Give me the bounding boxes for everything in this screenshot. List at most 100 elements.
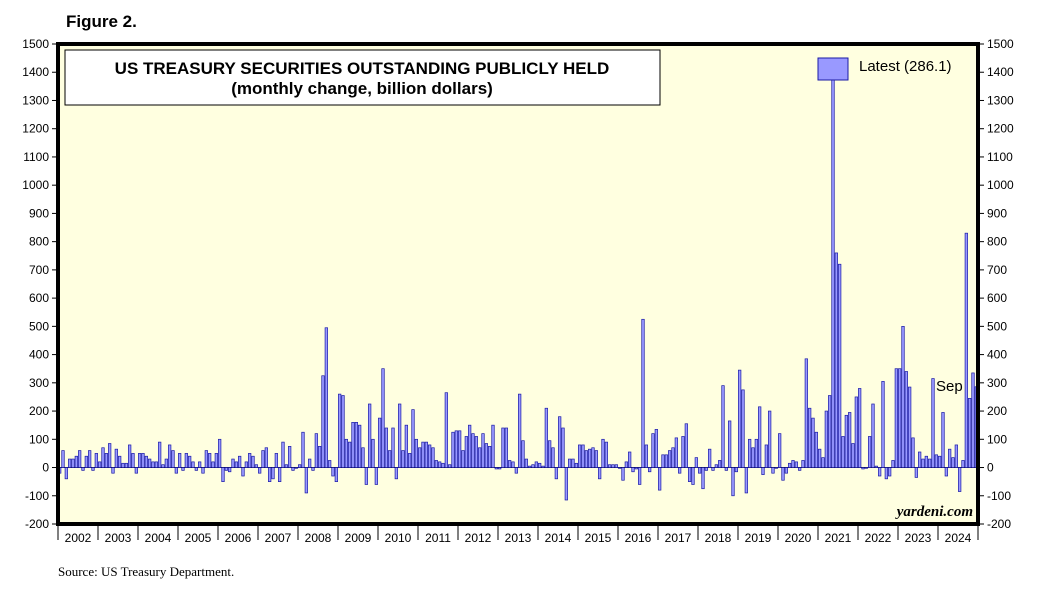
bar	[244, 461, 248, 468]
bar	[748, 438, 752, 468]
y-tick-label-right: -200	[987, 517, 1011, 531]
y-tick-label-right: 100	[987, 432, 1007, 446]
bar	[914, 467, 918, 478]
bar	[558, 416, 562, 468]
bar	[138, 453, 142, 468]
bar	[331, 467, 335, 477]
bar	[308, 458, 312, 468]
y-tick-label: 1200	[22, 122, 49, 136]
bar	[88, 450, 92, 468]
y-tick-label: 800	[29, 235, 49, 249]
bar	[348, 441, 352, 468]
bar	[61, 450, 65, 468]
bar	[74, 455, 78, 468]
bar	[701, 467, 705, 490]
bar	[861, 467, 865, 470]
bar	[114, 448, 118, 468]
bar	[341, 395, 345, 468]
bar	[658, 467, 662, 491]
bar	[651, 433, 655, 468]
bar	[414, 438, 418, 468]
bar	[64, 467, 68, 480]
bar	[411, 409, 415, 468]
plot-frame	[56, 42, 980, 526]
bar	[478, 447, 482, 468]
bar	[68, 458, 72, 468]
bar	[94, 453, 98, 468]
bar	[211, 461, 215, 468]
bar	[154, 461, 158, 468]
bar	[501, 427, 505, 468]
bar	[204, 450, 208, 468]
x-tick-label: 2016	[625, 531, 652, 545]
bar	[228, 467, 232, 473]
bar	[758, 406, 762, 468]
bar	[621, 467, 625, 481]
bar	[908, 386, 912, 468]
bar	[381, 368, 385, 468]
y-tick-label: 0	[42, 461, 49, 475]
x-tick-label: 2019	[745, 531, 772, 545]
bar	[804, 358, 808, 468]
bar	[714, 464, 718, 468]
bar	[421, 441, 425, 468]
y-tick-label: 1100	[23, 150, 49, 164]
y-tick-label: 1400	[22, 65, 49, 79]
bar	[824, 410, 828, 468]
bar	[131, 453, 135, 468]
bar	[834, 252, 838, 468]
bar	[841, 436, 845, 468]
bar	[648, 467, 652, 473]
sep-annotation: Sep	[936, 378, 963, 395]
bar	[791, 460, 795, 468]
bar	[144, 455, 148, 468]
bar	[894, 368, 898, 468]
legend-label: Latest (286.1)	[859, 58, 952, 75]
y-tick-label-right: 900	[987, 206, 1007, 220]
bar	[438, 461, 442, 468]
bar	[711, 467, 715, 471]
bar	[184, 453, 188, 468]
bar	[101, 447, 105, 468]
y-tick-label-right: 1500	[987, 37, 1014, 51]
bar	[118, 455, 122, 468]
bar	[121, 462, 125, 468]
bar	[971, 372, 975, 468]
bar	[741, 389, 745, 468]
bar	[71, 458, 75, 468]
bar	[931, 378, 935, 468]
y-tick-label: -200	[25, 517, 49, 531]
y-tick-label: 1500	[22, 37, 49, 51]
bar	[261, 450, 265, 468]
chart-title: US TREASURY SECURITIES OUTSTANDING PUBLI…	[115, 59, 610, 78]
y-tick-label: 1300	[22, 93, 49, 107]
bar	[858, 388, 862, 468]
bar	[241, 467, 245, 477]
bar	[354, 422, 358, 468]
y-tick-label-right: 1300	[987, 93, 1014, 107]
bar	[664, 454, 668, 468]
bar	[761, 467, 765, 475]
bar	[538, 462, 542, 468]
bar	[961, 460, 965, 468]
bar	[298, 464, 302, 468]
bar	[568, 458, 572, 468]
x-tick-label: 2011	[425, 531, 451, 545]
bar	[751, 447, 755, 468]
bar	[394, 467, 398, 480]
bar	[254, 464, 258, 468]
y-tick-label: 900	[29, 206, 49, 220]
bar	[294, 467, 298, 469]
bar	[81, 467, 85, 471]
bar	[774, 467, 778, 469]
bar	[161, 464, 165, 468]
bar	[338, 393, 342, 468]
bar	[434, 460, 438, 468]
bar	[428, 444, 432, 468]
x-tick-label: 2023	[905, 531, 932, 545]
bar	[864, 467, 868, 469]
bar	[318, 446, 322, 468]
bar	[334, 467, 338, 482]
bar	[878, 467, 882, 477]
y-tick-label-right: 1200	[987, 122, 1014, 136]
